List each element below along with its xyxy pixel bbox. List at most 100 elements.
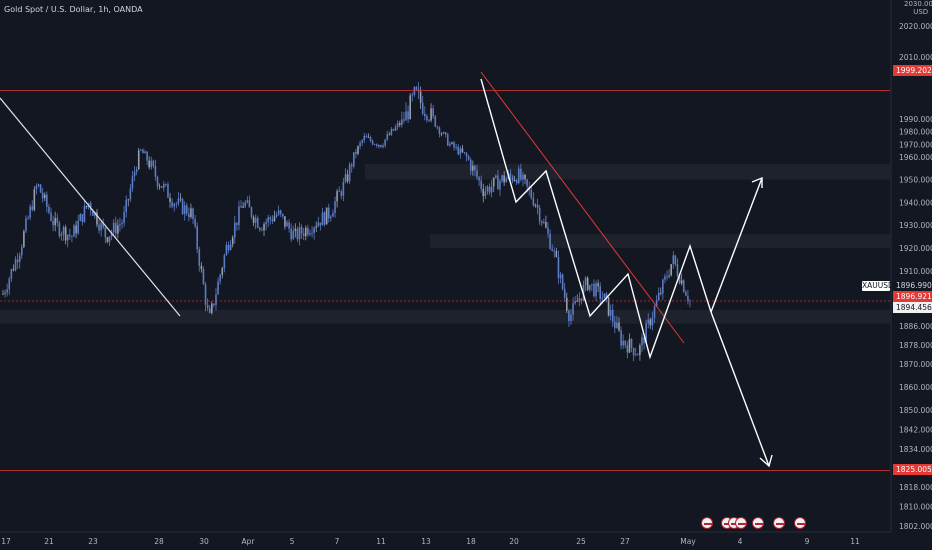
candle-body	[296, 228, 299, 240]
candle-body	[252, 216, 255, 223]
candle-body	[672, 255, 675, 265]
candle-body	[265, 222, 267, 225]
candle-body	[438, 127, 441, 134]
time-axis[interactable]: 17 21 23 28 30 Apr 5 7 11 13 18 20 25 27 May 4 9 11	[1, 537, 860, 546]
candle-body	[129, 188, 132, 200]
candle-body	[162, 184, 165, 188]
candle-body	[361, 140, 363, 143]
candle-body	[198, 249, 201, 266]
candle-body	[639, 345, 641, 356]
candle-body	[39, 184, 42, 193]
candle-body	[140, 149, 142, 151]
candle-body	[626, 345, 629, 353]
candle-body	[221, 268, 224, 275]
candle-body	[342, 181, 345, 196]
candle-body	[332, 213, 334, 217]
candle-body	[177, 198, 180, 204]
candle-body	[390, 129, 393, 135]
candle-body	[565, 297, 568, 311]
currency-top-tick: 2030.000	[904, 0, 932, 8]
candle-body	[363, 135, 366, 141]
candle-body	[50, 212, 52, 221]
candle-body	[495, 175, 497, 178]
candle-body	[549, 233, 551, 249]
candle-body	[114, 222, 117, 234]
candle-body	[292, 230, 295, 240]
candle-body	[367, 137, 370, 139]
candle-body	[317, 222, 320, 227]
candle-body	[574, 301, 576, 304]
candle-body	[409, 95, 411, 120]
candle-body	[348, 164, 351, 182]
candle-body	[104, 227, 107, 238]
candle-body	[643, 337, 645, 344]
candle-body	[300, 226, 303, 234]
price-axis[interactable]: 2020.000 2010.000 1990.000 1980.000 1970.000…	[899, 22, 932, 531]
candle-body	[229, 244, 232, 251]
candle-body	[121, 222, 123, 225]
time-tick: 17	[1, 537, 11, 546]
candle-body	[246, 200, 249, 203]
candle-body	[455, 146, 457, 148]
candle-body	[56, 218, 59, 223]
candle-body	[632, 347, 635, 356]
zigzag-path	[480, 78, 712, 360]
candle-body	[442, 132, 445, 134]
candle-body	[190, 208, 192, 218]
candle-body	[540, 221, 543, 223]
candle-body	[304, 227, 307, 236]
candle-body	[586, 277, 589, 291]
candle-body	[449, 143, 451, 146]
candle-body	[217, 281, 219, 295]
candle-body	[616, 322, 618, 329]
candle-body	[277, 210, 280, 215]
candle-body	[570, 314, 572, 322]
candle-body	[588, 284, 591, 291]
price-tick: 1802.000	[899, 522, 932, 531]
us-flag-icon[interactable]	[773, 517, 785, 529]
candle-body	[284, 216, 286, 227]
us-flag-icon[interactable]	[794, 517, 806, 529]
candle-body	[4, 292, 6, 295]
candle-body	[200, 265, 203, 270]
candle-body	[225, 244, 228, 256]
candle-body	[10, 269, 13, 279]
candle-body	[664, 276, 666, 280]
candle-body	[261, 229, 263, 231]
candle-body	[440, 133, 443, 135]
candle-body	[98, 224, 100, 231]
us-flag-icon[interactable]	[752, 517, 764, 529]
candle-body	[125, 199, 128, 213]
candle-body	[538, 207, 541, 222]
candle-body	[457, 146, 460, 155]
candle-body	[647, 319, 650, 324]
candle-body	[204, 284, 207, 305]
candle-body	[338, 191, 340, 192]
us-flag-icon[interactable]	[701, 517, 713, 529]
candle-body	[6, 289, 8, 293]
candle-body	[271, 219, 274, 222]
candle-body	[678, 275, 681, 284]
candle-body	[424, 113, 426, 117]
candle-body	[670, 264, 673, 276]
candle-body	[480, 180, 482, 189]
candle-body	[499, 180, 501, 190]
candle-body	[459, 148, 462, 155]
candle-body	[35, 186, 38, 190]
time-tick: 18	[466, 537, 476, 546]
candle-body	[135, 169, 138, 173]
candle-body	[398, 123, 401, 125]
candle-body	[223, 255, 226, 269]
candle-body	[685, 292, 687, 296]
us-flag-icon[interactable]	[735, 517, 747, 529]
candle-body	[286, 222, 288, 227]
candle-body	[488, 186, 491, 193]
candle-body	[79, 214, 82, 221]
candle-body	[250, 207, 253, 217]
candle-body	[530, 189, 533, 199]
candle-body	[202, 269, 205, 285]
candle-body	[415, 87, 418, 90]
candle-body	[453, 142, 455, 148]
time-tick: 27	[620, 537, 630, 546]
